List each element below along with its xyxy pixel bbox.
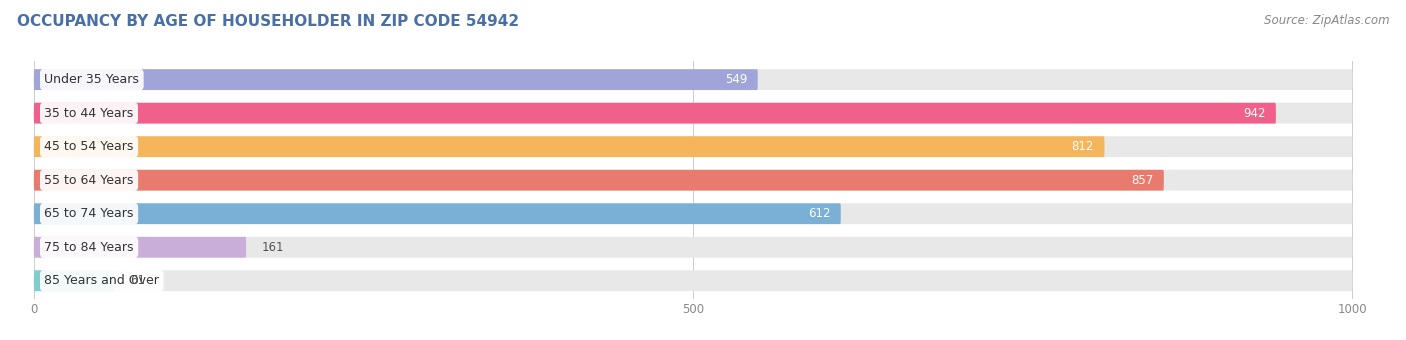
Text: 61: 61 [131, 274, 145, 287]
FancyBboxPatch shape [34, 203, 841, 224]
FancyBboxPatch shape [34, 203, 1353, 224]
FancyBboxPatch shape [34, 237, 246, 258]
Text: Under 35 Years: Under 35 Years [45, 73, 139, 86]
FancyBboxPatch shape [34, 170, 1353, 191]
FancyBboxPatch shape [34, 136, 1353, 157]
Text: Source: ZipAtlas.com: Source: ZipAtlas.com [1264, 14, 1389, 27]
Text: 161: 161 [262, 241, 284, 254]
Text: 35 to 44 Years: 35 to 44 Years [45, 107, 134, 120]
Text: 85 Years and Over: 85 Years and Over [45, 274, 159, 287]
FancyBboxPatch shape [34, 136, 1105, 157]
Text: 65 to 74 Years: 65 to 74 Years [45, 207, 134, 220]
FancyBboxPatch shape [34, 170, 1164, 191]
FancyBboxPatch shape [34, 69, 1353, 90]
Text: 942: 942 [1243, 107, 1265, 120]
FancyBboxPatch shape [34, 237, 1353, 258]
FancyBboxPatch shape [34, 103, 1353, 123]
Text: 549: 549 [725, 73, 747, 86]
Text: 612: 612 [807, 207, 830, 220]
Text: 75 to 84 Years: 75 to 84 Years [45, 241, 134, 254]
Text: 45 to 54 Years: 45 to 54 Years [45, 140, 134, 153]
FancyBboxPatch shape [34, 270, 1353, 291]
Text: 812: 812 [1071, 140, 1094, 153]
FancyBboxPatch shape [34, 69, 758, 90]
Text: OCCUPANCY BY AGE OF HOUSEHOLDER IN ZIP CODE 54942: OCCUPANCY BY AGE OF HOUSEHOLDER IN ZIP C… [17, 14, 519, 29]
Text: 55 to 64 Years: 55 to 64 Years [45, 174, 134, 187]
FancyBboxPatch shape [34, 270, 114, 291]
Text: 857: 857 [1130, 174, 1153, 187]
FancyBboxPatch shape [34, 103, 1275, 123]
